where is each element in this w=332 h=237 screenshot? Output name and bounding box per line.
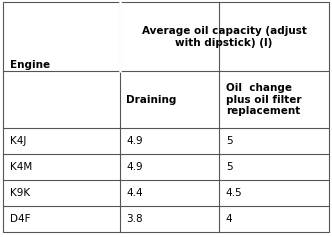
Text: 5: 5 (226, 136, 232, 146)
Text: Average oil capacity (adjust
with dipstick) (l): Average oil capacity (adjust with dipsti… (142, 26, 306, 48)
Text: 5: 5 (226, 162, 232, 172)
Text: 4.9: 4.9 (126, 136, 143, 146)
Text: K4M: K4M (10, 162, 32, 172)
Text: K9K: K9K (10, 188, 30, 198)
Text: 4.9: 4.9 (126, 162, 143, 172)
Text: D4F: D4F (10, 214, 31, 224)
Text: K4J: K4J (10, 136, 26, 146)
Text: Engine: Engine (10, 60, 50, 70)
Text: Oil  change
plus oil filter
replacement: Oil change plus oil filter replacement (226, 83, 301, 116)
Text: 4: 4 (226, 214, 232, 224)
Text: 4.5: 4.5 (226, 188, 242, 198)
Text: 3.8: 3.8 (126, 214, 143, 224)
Text: Draining: Draining (126, 95, 177, 105)
Text: 4.4: 4.4 (126, 188, 143, 198)
